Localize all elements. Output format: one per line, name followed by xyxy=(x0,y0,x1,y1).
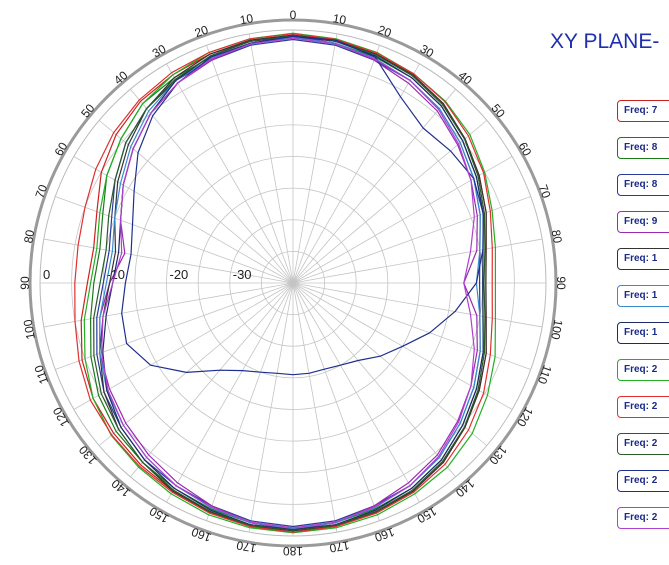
angle-tick-label: 180 xyxy=(283,544,303,558)
angle-tick-label: 20 xyxy=(376,22,394,40)
legend-item[interactable]: Freq: 2 xyxy=(617,396,669,418)
grid-spoke xyxy=(43,282,294,328)
legend-item[interactable]: Freq: 1 xyxy=(617,322,669,344)
grid-spoke xyxy=(292,282,488,446)
angle-tick-label: 50 xyxy=(78,101,98,120)
grid-spoke xyxy=(292,282,380,521)
series-line-10 xyxy=(121,35,484,376)
angle-tick-label: 80 xyxy=(549,229,565,245)
legend-item[interactable]: Freq: 2 xyxy=(617,433,669,455)
series-line-4 xyxy=(99,34,487,532)
grid-spoke xyxy=(292,238,543,284)
legend-item[interactable]: Freq: 1 xyxy=(617,248,669,270)
grid-spoke xyxy=(292,282,420,503)
angle-tick-label: 40 xyxy=(456,68,475,88)
series-line-11 xyxy=(101,37,475,529)
angle-tick-label: 150 xyxy=(414,504,439,526)
grid-spoke xyxy=(73,156,294,284)
grid-spoke xyxy=(130,88,294,284)
angle-tick-label: 160 xyxy=(372,525,396,545)
angle-tick-label: 90 xyxy=(554,276,568,290)
legend-item[interactable]: Freq: 1 xyxy=(617,285,669,307)
radial-tick-labels: 0 -10 -20 -30 xyxy=(43,267,252,282)
grid-spoke xyxy=(292,282,338,533)
angle-tick-label: 120 xyxy=(514,405,536,430)
series-group xyxy=(74,32,496,534)
grid-spoke xyxy=(166,63,294,284)
grid-spoke xyxy=(55,196,294,284)
grid-spoke xyxy=(55,282,294,370)
angle-tick-label: 60 xyxy=(516,140,535,159)
grid-spoke xyxy=(73,282,294,410)
series-line-8 xyxy=(74,33,493,533)
grid-spoke xyxy=(292,282,531,370)
angle-tick-label: 50 xyxy=(489,101,509,120)
radial-tick-label: -20 xyxy=(170,267,189,282)
legend-item[interactable]: Freq: 2 xyxy=(617,359,669,381)
angle-tick-label: 30 xyxy=(418,42,437,61)
grid-spoke xyxy=(98,120,294,284)
angle-tick-label: 80 xyxy=(21,228,37,244)
angle-tick-label: 60 xyxy=(52,140,71,159)
legend-item[interactable]: Freq: 8 xyxy=(617,137,669,159)
grid-spoke xyxy=(130,282,294,478)
angle-tick-label: 110 xyxy=(535,363,555,386)
grid-spoke xyxy=(206,45,294,284)
angle-tick-label: 140 xyxy=(108,476,133,500)
grid-spoke xyxy=(248,33,294,284)
angle-tick-label: 90 xyxy=(18,276,32,290)
angle-tick-label: 70 xyxy=(536,183,554,201)
grid-spoke xyxy=(248,282,294,533)
grid-spoke xyxy=(43,238,294,284)
grid-spoke xyxy=(292,88,456,284)
grid-spoke xyxy=(292,45,380,284)
grid-spoke xyxy=(206,282,294,521)
grid-spoke xyxy=(292,196,531,284)
chart-title: XY PLANE- xyxy=(550,30,660,53)
radial-tick-label: -30 xyxy=(233,267,252,282)
angle-tick-label: 0 xyxy=(290,8,297,22)
polar-grid xyxy=(28,18,558,548)
radial-tick-label: 0 xyxy=(43,267,50,282)
angle-tick-label: 30 xyxy=(150,41,169,60)
grid-spoke xyxy=(166,282,294,503)
angle-tick-label: 70 xyxy=(32,182,50,200)
legend-item[interactable]: Freq: 7 xyxy=(617,100,669,122)
grid-spoke xyxy=(292,63,420,284)
angle-tick-label: 130 xyxy=(486,443,510,468)
angle-tick-label: 170 xyxy=(235,538,257,555)
grid-spoke xyxy=(292,282,456,478)
angle-tick-label: 120 xyxy=(50,404,72,429)
angle-tick-label: 10 xyxy=(332,11,348,27)
angle-tick-label: 20 xyxy=(193,22,211,40)
angle-tick-label: 170 xyxy=(328,538,350,555)
grid-spoke xyxy=(292,120,488,284)
angle-tick-label: 100 xyxy=(548,318,565,340)
angle-tick-label: 10 xyxy=(239,11,255,27)
angle-tick-label: 150 xyxy=(147,504,172,526)
legend-item[interactable]: Freq: 2 xyxy=(617,507,669,529)
grid-spoke xyxy=(292,156,513,284)
angle-tick-label: 160 xyxy=(189,525,213,545)
legend-item[interactable]: Freq: 8 xyxy=(617,174,669,196)
series-line-9 xyxy=(93,35,486,531)
angle-tick-label: 110 xyxy=(31,363,51,386)
outer-ring xyxy=(28,18,558,548)
angle-tick-label: 100 xyxy=(21,318,38,340)
angle-tick-label: 130 xyxy=(76,443,100,468)
grid-spoke xyxy=(292,33,338,284)
legend-item[interactable]: Freq: 9 xyxy=(617,211,669,233)
legend-item[interactable]: Freq: 2 xyxy=(617,470,669,492)
grid-spoke xyxy=(98,282,294,446)
angle-tick-label: 140 xyxy=(453,476,478,500)
angle-tick-label: 40 xyxy=(111,68,130,88)
grid-spoke xyxy=(292,282,543,328)
